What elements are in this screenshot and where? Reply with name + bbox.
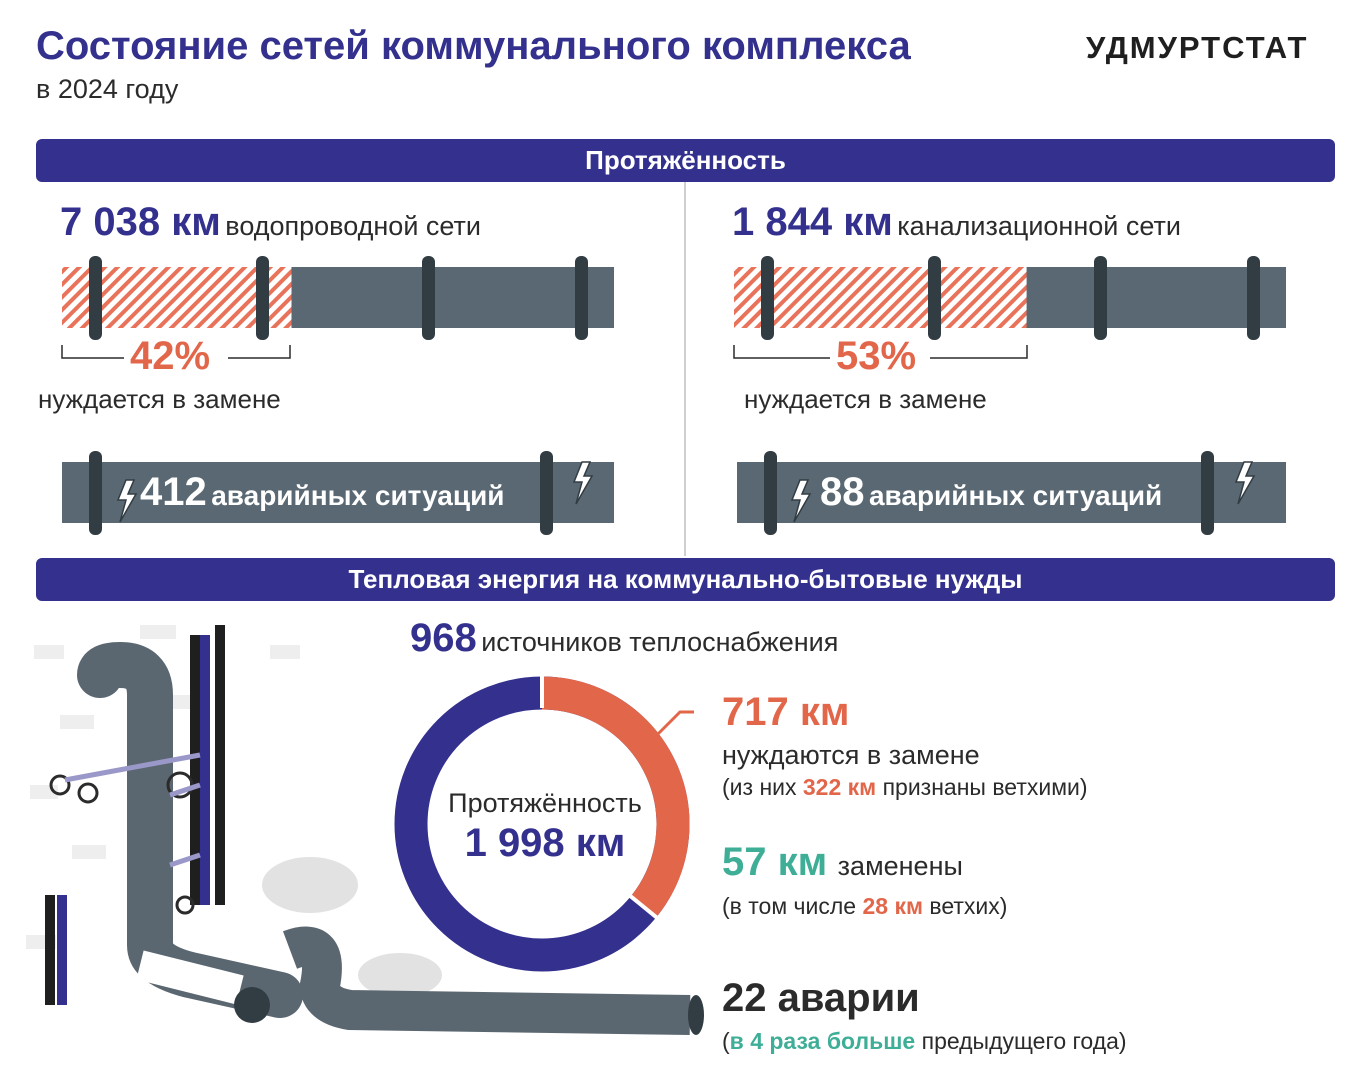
water-replace-label: нуждается в замене — [38, 384, 281, 414]
water-pipe — [62, 256, 614, 340]
sewer-accidents-label: аварийных ситуаций — [868, 480, 1163, 511]
replaced-value: 57 км — [722, 840, 828, 884]
replaced-note-value: 28 км — [862, 893, 923, 919]
water-accidents-label: аварийных ситуаций — [211, 480, 505, 511]
sewer-length-label: канализационной сети — [897, 211, 1181, 241]
replaced-heading: 57 км заменены — [722, 840, 963, 885]
pipe-clamp — [1201, 451, 1214, 535]
connector-pipes — [64, 752, 201, 868]
replaced-note-prefix: (в том числе — [722, 893, 857, 919]
lightning-icon — [1234, 461, 1256, 505]
heating-pipes-illustration — [26, 625, 704, 1035]
pipe-clamp — [575, 256, 588, 340]
heat-network-donut — [394, 676, 694, 972]
water-bracket — [61, 345, 291, 359]
pipe-clamp — [540, 451, 553, 535]
pipe-clamp — [928, 256, 941, 340]
need-replace-note-value: 322 км — [802, 774, 877, 800]
sewer-pipe — [734, 256, 1286, 340]
sewer-accidents-value: 88 — [820, 470, 865, 514]
water-length-label: водопроводной сети — [225, 211, 481, 241]
brand-logo: УДМУРТСТАТ — [1086, 30, 1309, 65]
water-length-value: 7 038 км — [60, 200, 221, 244]
sewer-pipe-replace-part — [734, 267, 1027, 328]
pipe-clamp — [256, 256, 269, 340]
sewer-accident-pipe — [737, 451, 1286, 535]
sewer-replace-label: нуждается в замене — [744, 384, 987, 414]
floor-shadow — [358, 953, 442, 997]
pipe-clamp — [761, 256, 774, 340]
page-subtitle: в 2024 году — [36, 74, 179, 104]
page-title: Состояние сетей коммунального комплекса — [36, 24, 911, 68]
pipe-clamp — [89, 256, 102, 340]
sewer-replace-percent: 53% — [836, 334, 917, 378]
donut-separator — [628, 893, 659, 920]
heat-accidents-note-highlight: в 4 раза больше — [729, 1028, 916, 1054]
horizontal-heating-pipe — [282, 926, 691, 1035]
replaced-note: (в том числе 28 км ветхих) — [722, 893, 1007, 920]
pipe-insulation — [136, 950, 244, 1005]
need-replace-note: (из них 322 км признаны ветхими) — [722, 774, 1088, 801]
column-divider — [684, 182, 686, 556]
section-heading-length: Протяжённость — [36, 139, 1335, 182]
water-length-heading: 7 038 км водопроводной сети — [60, 200, 481, 245]
donut-center-label: Протяжённость — [448, 788, 642, 818]
heat-sources: 968 источников теплоснабжения — [410, 616, 838, 661]
need-replace-note-prefix: (из них — [722, 774, 797, 800]
pipe-clamp — [422, 256, 435, 340]
water-replace-percent: 42% — [130, 334, 211, 378]
donut-leader-line — [656, 710, 694, 736]
need-replace-value: 717 км — [722, 690, 850, 734]
wall-bricks — [26, 625, 300, 949]
water-accidents-value: 412 — [140, 470, 207, 514]
sewer-length-value: 1 844 км — [732, 200, 893, 244]
pipe-clamp — [1094, 256, 1107, 340]
donut-center: Протяжённость 1 998 км — [420, 788, 670, 866]
valve-wheels — [49, 771, 195, 915]
sewer-length-heading: 1 844 км канализационной сети — [732, 200, 1181, 245]
heat-accidents-note-open: ( — [722, 1028, 730, 1054]
heat-sources-value: 968 — [410, 616, 477, 660]
heat-accidents-note-suffix: предыдущего года) — [921, 1028, 1127, 1054]
heat-accidents-note: (в 4 раза больше предыдущего года) — [722, 1028, 1127, 1055]
lightning-icon — [116, 479, 138, 523]
pipes-graphic — [61, 256, 1286, 535]
need-replace-note-suffix: признаны ветхими) — [882, 774, 1088, 800]
replaced-label: заменены — [837, 851, 963, 881]
water-accidents: 412 аварийных ситуаций — [140, 470, 505, 515]
pipe-clamp — [764, 451, 777, 535]
lightning-icon — [790, 479, 812, 523]
pipe-clamp — [89, 451, 102, 535]
need-replace-label: нуждаются в замене — [722, 740, 980, 770]
pipe-clamp — [1247, 256, 1260, 340]
water-accident-pipe — [62, 451, 614, 535]
donut-center-value: 1 998 км — [464, 821, 626, 865]
heat-accidents-value: 22 аварии — [722, 976, 920, 1020]
heat-sources-label: источников теплоснабжения — [481, 627, 839, 657]
sewer-accidents: 88 аварийных ситуаций — [820, 470, 1162, 515]
section-heading-heat: Тепловая энергия на коммунально-бытовые … — [36, 558, 1335, 601]
sewer-bracket — [733, 345, 1028, 359]
donut-replace-segment — [541, 676, 690, 918]
floor-shadow — [262, 857, 358, 913]
lightning-icon — [572, 461, 594, 505]
replaced-note-suffix: ветхих) — [929, 893, 1008, 919]
